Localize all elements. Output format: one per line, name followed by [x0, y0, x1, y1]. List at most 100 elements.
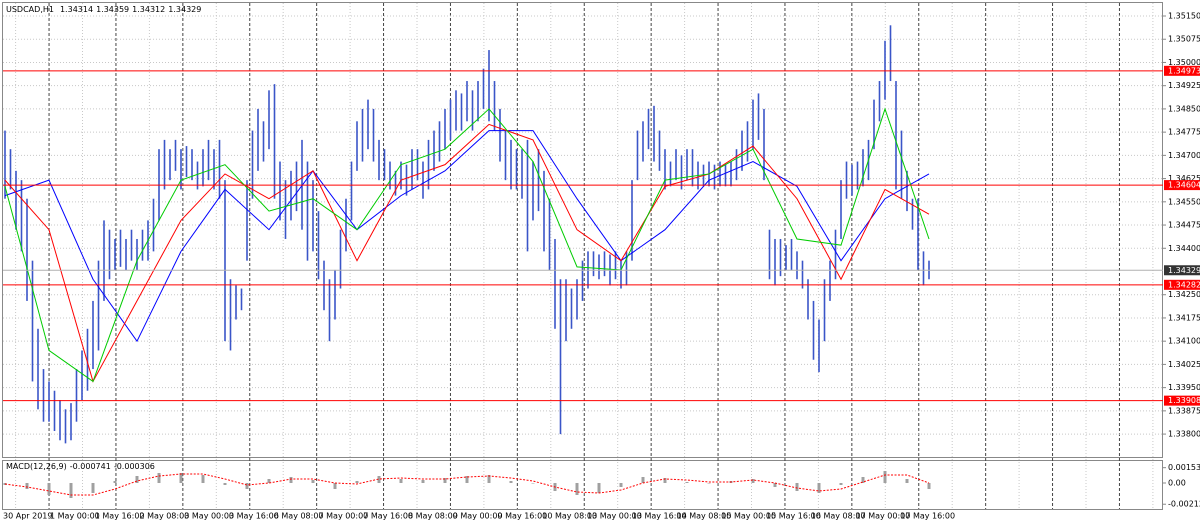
low: 1.34312 [132, 5, 165, 14]
macd-bar [795, 483, 799, 491]
macd-bar [817, 483, 821, 493]
moving-average [4, 123, 930, 383]
y-tick-label: 1.33800 [1168, 430, 1200, 439]
macd-bar [91, 483, 95, 493]
axis: 1.35150 1.35075 1.35000 1.34925 1.34850 1.347… [3, 12, 1200, 521]
macd-header: MACD(12,26,9) -0.000741 -0.000306 [6, 462, 155, 471]
x-tick-label: 7 May 16:00 [363, 512, 413, 521]
macd-bar [267, 479, 271, 483]
macd-bar [179, 473, 183, 483]
macd-bar [597, 483, 601, 493]
grid [3, 3, 1163, 509]
macd-bar [883, 471, 887, 483]
main-frame [2, 2, 1163, 458]
x-tick-label: 14 May 08:00 [677, 512, 732, 521]
signal-value: -0.000306 [114, 462, 155, 471]
macd-bar [443, 478, 447, 483]
y-tick-label: 1.34025 [1168, 360, 1200, 369]
macd-bar [773, 483, 777, 487]
level-label-bg [1164, 395, 1200, 406]
macd-bar [641, 477, 645, 483]
level-label-bg [1164, 279, 1200, 290]
x-tick-label: 9 May 00:00 [453, 512, 503, 521]
close: 1.34329 [168, 5, 201, 14]
y-tick-label: 1.34400 [1168, 244, 1200, 253]
y-tick-label: 1.34175 [1168, 313, 1200, 322]
moving-average [4, 107, 930, 383]
x-tick-label: 17 May 16:00 [900, 512, 955, 521]
y-tick-label: 1.35150 [1168, 12, 1200, 21]
y-tick-label: 0.00 [1168, 479, 1186, 488]
x-tick-label: 15 May 16:00 [766, 512, 821, 521]
macd-value: -0.000741 [70, 462, 111, 471]
x-tick-label: 30 Apr 2019 [3, 512, 52, 521]
level-label-bg [1164, 65, 1200, 76]
macd-bar [47, 483, 51, 495]
macd-bar [113, 481, 117, 483]
macd-bar [531, 483, 535, 484]
level-label: 1.34282 [1168, 280, 1200, 289]
y-tick-label: 1.34700 [1168, 151, 1200, 160]
macd-bar [69, 483, 73, 498]
x-tick-label: 13 May 16:00 [632, 512, 687, 521]
current-price-label: 1.34329 [1168, 266, 1200, 275]
y-tick-label: 1.33875 [1168, 406, 1200, 415]
macd-bar [333, 483, 337, 489]
macd-frame [2, 460, 1163, 510]
y-tick-label: 1.34775 [1168, 128, 1200, 137]
macd-bar [707, 483, 711, 484]
macd-bar [861, 477, 865, 483]
macd-bar [839, 483, 843, 485]
macd-bar [663, 478, 667, 483]
moving-average [4, 130, 930, 343]
y-tick-label: 1.34250 [1168, 290, 1200, 299]
x-tick-label: 16 May 08:00 [811, 512, 866, 521]
macd-bar [421, 480, 425, 483]
level-label: 1.33908 [1168, 396, 1200, 405]
macd-bar [201, 475, 205, 483]
x-tick-label: 9 May 16:00 [498, 512, 548, 521]
y-tick-label: -0.002123 [1168, 500, 1200, 509]
level-label: 1.34973 [1168, 66, 1200, 75]
macd-bar [575, 483, 579, 495]
macd-bar [509, 481, 513, 483]
y-tick-label: 1.34625 [1168, 174, 1200, 183]
x-tick-label: 8 May 08:00 [408, 512, 458, 521]
macd-bar [25, 483, 29, 489]
level-label: 1.34604 [1168, 181, 1200, 190]
x-tick-label: 10 May 08:00 [542, 512, 597, 521]
x-tick-label: 1 May 00:00 [50, 512, 100, 521]
macd-bar [157, 473, 161, 483]
y-tick-label: 1.33950 [1168, 383, 1200, 392]
chart-header: USDCAD,H1 1.34314 1.34359 1.34312 1.34329 [6, 5, 201, 14]
macd-bar [751, 479, 755, 483]
x-tick-label: 3 May 00:00 [184, 512, 234, 521]
open: 1.34314 [60, 5, 93, 14]
macd-bar [355, 481, 359, 483]
x-tick-label: 6 May 08:00 [274, 512, 324, 521]
macd-bar [377, 476, 381, 483]
x-tick-label: 13 May 00:00 [587, 512, 642, 521]
y-tick-label: 1.35075 [1168, 35, 1200, 44]
y-tick-label: 1.34850 [1168, 104, 1200, 113]
x-tick-label: 2 May 08:00 [140, 512, 190, 521]
x-tick-label: 15 May 00:00 [721, 512, 776, 521]
y-tick-label: 1.34550 [1168, 197, 1200, 206]
macd-bar [927, 483, 931, 489]
x-tick-label: 1 May 16:00 [95, 512, 145, 521]
macd-bar [399, 479, 403, 483]
y-tick-label: 0.001532 [1168, 463, 1200, 472]
x-tick-label: 17 May 00:00 [856, 512, 911, 521]
x-tick-label: 7 May 00:00 [319, 512, 369, 521]
current-price-bg [1164, 265, 1200, 276]
macd-bar [311, 480, 315, 483]
macd-bar [619, 483, 623, 487]
signal-line [4, 473, 930, 496]
y-tick-label: 1.34475 [1168, 221, 1200, 230]
macd-bar [223, 483, 227, 485]
macd-bar [905, 479, 909, 483]
high: 1.34359 [96, 5, 129, 14]
y-tick-label: 1.35000 [1168, 58, 1200, 67]
